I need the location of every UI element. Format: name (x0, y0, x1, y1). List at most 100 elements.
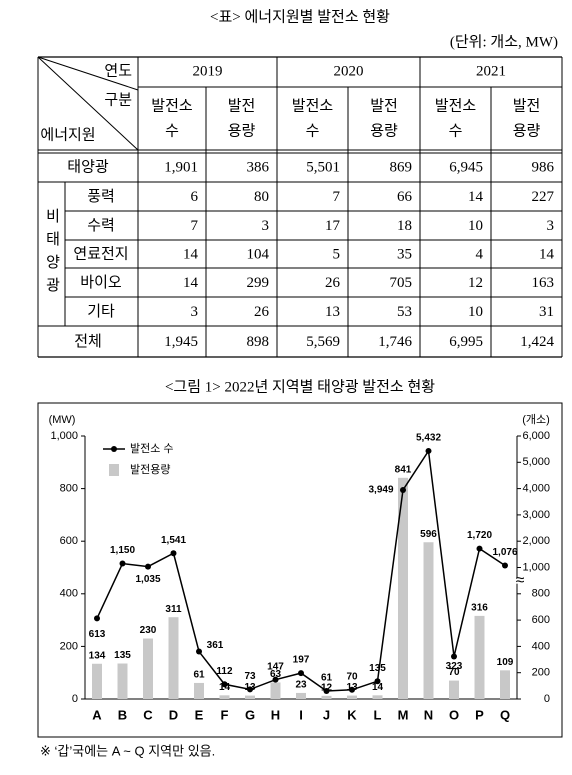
line-point (221, 681, 228, 688)
y2-tick-label: 600 (532, 614, 550, 626)
legend-swatch (109, 464, 119, 476)
y2-tick-label: 6,000 (522, 430, 550, 442)
line-value-label: 5,432 (416, 433, 441, 444)
year-label: 2020 (334, 63, 364, 79)
table-cell: 386 (247, 159, 270, 175)
column-subheader: 발전소 (151, 97, 193, 114)
line-value-label: 3,949 (368, 485, 393, 496)
y2-tick-label: 400 (532, 640, 550, 652)
legend-label: 발전용량 (130, 463, 170, 476)
table-cell: 12 (468, 275, 483, 291)
line-point (94, 615, 100, 622)
x-tick-label: A (92, 707, 102, 722)
line-value-label: 112 (216, 666, 233, 677)
table-cell: 1,746 (378, 334, 412, 350)
line-point (145, 563, 151, 570)
line-point (374, 678, 381, 685)
y-tick-label: 800 (60, 483, 78, 495)
table-caption: <표> 에너지원별 발전소 현황 (210, 8, 390, 25)
line-value-label: 70 (346, 671, 358, 682)
bar (474, 615, 485, 699)
table-cell: 6,995 (449, 334, 483, 350)
y-tick-label: 0 (72, 693, 78, 705)
line-value-label: 135 (369, 663, 386, 674)
line-value-label: 1,720 (467, 530, 492, 541)
table-cell: 13 (325, 304, 340, 320)
x-tick-label: B (118, 707, 127, 722)
chart-title: <그림 1> 2022년 지역별 태양광 발전소 현황 (165, 378, 435, 395)
bar-value-label: 135 (114, 650, 131, 661)
x-tick-label: M (398, 707, 409, 722)
y-tick-label: 1,000 (50, 430, 78, 442)
table-cell: 17 (325, 218, 341, 234)
bar (168, 617, 179, 699)
table-cell: 7 (333, 189, 341, 205)
line-value-label: 1,150 (110, 545, 135, 556)
column-subheader: 수 (449, 122, 463, 139)
table-cell: 104 (247, 246, 270, 262)
x-tick-label: C (143, 707, 153, 722)
table-cell: 869 (390, 159, 413, 175)
column-subheader: 발전 (370, 97, 398, 114)
bar (92, 663, 102, 699)
row-label: 기타 (87, 303, 115, 320)
y-tick-label: 400 (60, 588, 78, 600)
bar (398, 477, 408, 699)
column-subheader: 발전소 (292, 97, 334, 114)
line-point (119, 560, 126, 567)
table-cell: 14 (539, 246, 555, 262)
bar (117, 663, 128, 699)
line-point (400, 486, 406, 493)
y2-tick-label: 5,000 (522, 456, 550, 468)
row-label: 전체 (74, 333, 102, 350)
table-cell: 31 (539, 304, 554, 320)
y2-tick-label: 800 (532, 588, 550, 600)
bar-value-label: 230 (140, 625, 157, 636)
column-subheader: 발전소 (435, 97, 477, 114)
table-cell: 26 (254, 304, 270, 320)
bar-value-label: 316 (471, 603, 488, 614)
bar (347, 695, 357, 699)
table-cell: 14 (183, 275, 199, 291)
line-value-label: 323 (446, 661, 463, 672)
x-tick-label: J (323, 707, 330, 722)
line-value-label: 147 (267, 661, 284, 672)
x-tick-label: L (374, 707, 382, 722)
table-line (37, 56, 139, 151)
table-cell: 10 (468, 218, 483, 234)
table-cell: 66 (397, 189, 413, 205)
footnote: ※ ‘갑’국에는 A ~ Q 지역만 있음. (40, 743, 215, 758)
column-subheader: 용량 (513, 122, 541, 139)
line-point (298, 670, 304, 677)
x-tick-label: I (299, 707, 303, 722)
bar (296, 692, 306, 699)
bar (321, 695, 332, 699)
table-cell: 1,945 (164, 334, 198, 350)
x-tick-label: F (221, 707, 229, 722)
table-cell: 299 (247, 275, 270, 291)
chart-frame (37, 402, 563, 738)
row-label: 풍력 (87, 188, 115, 205)
bar-value-label: 109 (497, 657, 514, 668)
bar (245, 695, 255, 699)
table-cell: 5,501 (306, 159, 340, 175)
column-subheader: 발전 (228, 97, 256, 114)
table-line (37, 56, 139, 91)
table-cell: 3 (191, 304, 199, 320)
axis-break: ≈ (516, 572, 525, 589)
line-value-label: 613 (89, 629, 106, 640)
y-tick-label: 600 (60, 535, 78, 547)
x-tick-label: N (424, 707, 433, 722)
legend-label: 발전소 수 (130, 442, 174, 455)
bar (500, 670, 510, 699)
x-tick-label: O (449, 707, 459, 722)
column-subheader: 수 (165, 122, 179, 139)
bar-value-label: 841 (395, 464, 412, 475)
y2-tick-label: 4,000 (522, 483, 550, 495)
bar (219, 695, 230, 699)
line-point (247, 686, 253, 693)
x-tick-label: G (245, 707, 255, 722)
bar-value-label: 14 (372, 682, 384, 693)
group-label: 비태양광 (44, 208, 60, 300)
line-point (502, 562, 508, 569)
